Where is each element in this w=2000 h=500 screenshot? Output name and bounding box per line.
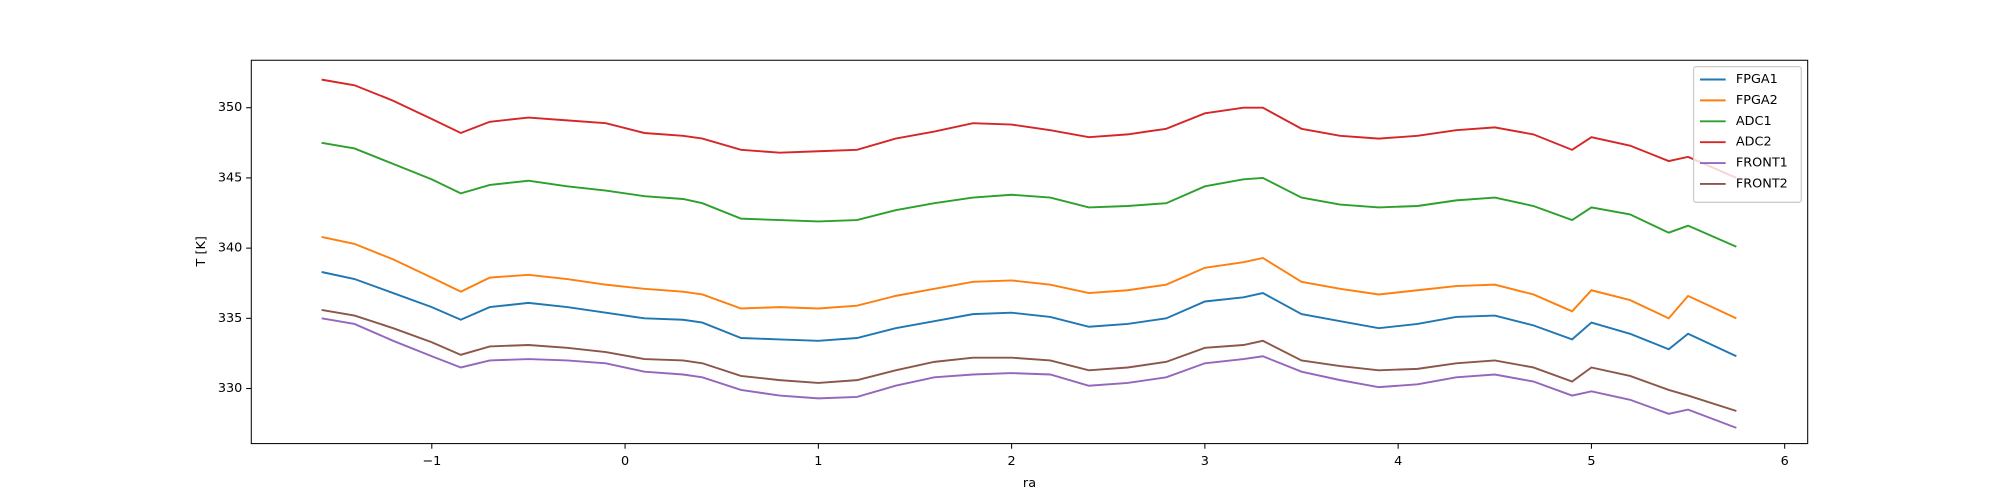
series-line (321, 78, 1737, 179)
y-tick-label: 345 (218, 170, 242, 185)
y-tick-label: 335 (218, 311, 242, 326)
series-line (321, 308, 1737, 412)
y-tick-label: 340 (218, 241, 242, 256)
legend-label: FPGA1 (1736, 72, 1778, 87)
y-axis-label: T [K] (194, 236, 209, 267)
y-tick-label: 330 (218, 381, 242, 396)
plot-frame (250, 59, 1809, 445)
x-tick-label: 3 (1201, 454, 1209, 469)
series-line (321, 317, 1737, 429)
series-line (321, 141, 1737, 248)
legend-label: ADC2 (1736, 135, 1772, 150)
x-tick-label: 2 (1008, 454, 1016, 469)
legend-label: FRONT1 (1736, 156, 1788, 171)
legend-label: ADC1 (1736, 114, 1772, 129)
series-line (321, 235, 1737, 320)
legend-label: FRONT2 (1736, 176, 1788, 191)
x-tick-label: 5 (1587, 454, 1595, 469)
x-tick-label: 4 (1394, 454, 1402, 469)
x-tick-label: 6 (1781, 454, 1789, 469)
x-tick-label: 1 (814, 454, 822, 469)
x-tick-label: −1 (422, 454, 441, 469)
series-line (321, 271, 1737, 358)
y-tick-label: 350 (218, 100, 242, 115)
x-axis-label: ra (1023, 476, 1036, 491)
legend-label: FPGA2 (1736, 93, 1778, 108)
x-tick-label: 0 (621, 454, 629, 469)
